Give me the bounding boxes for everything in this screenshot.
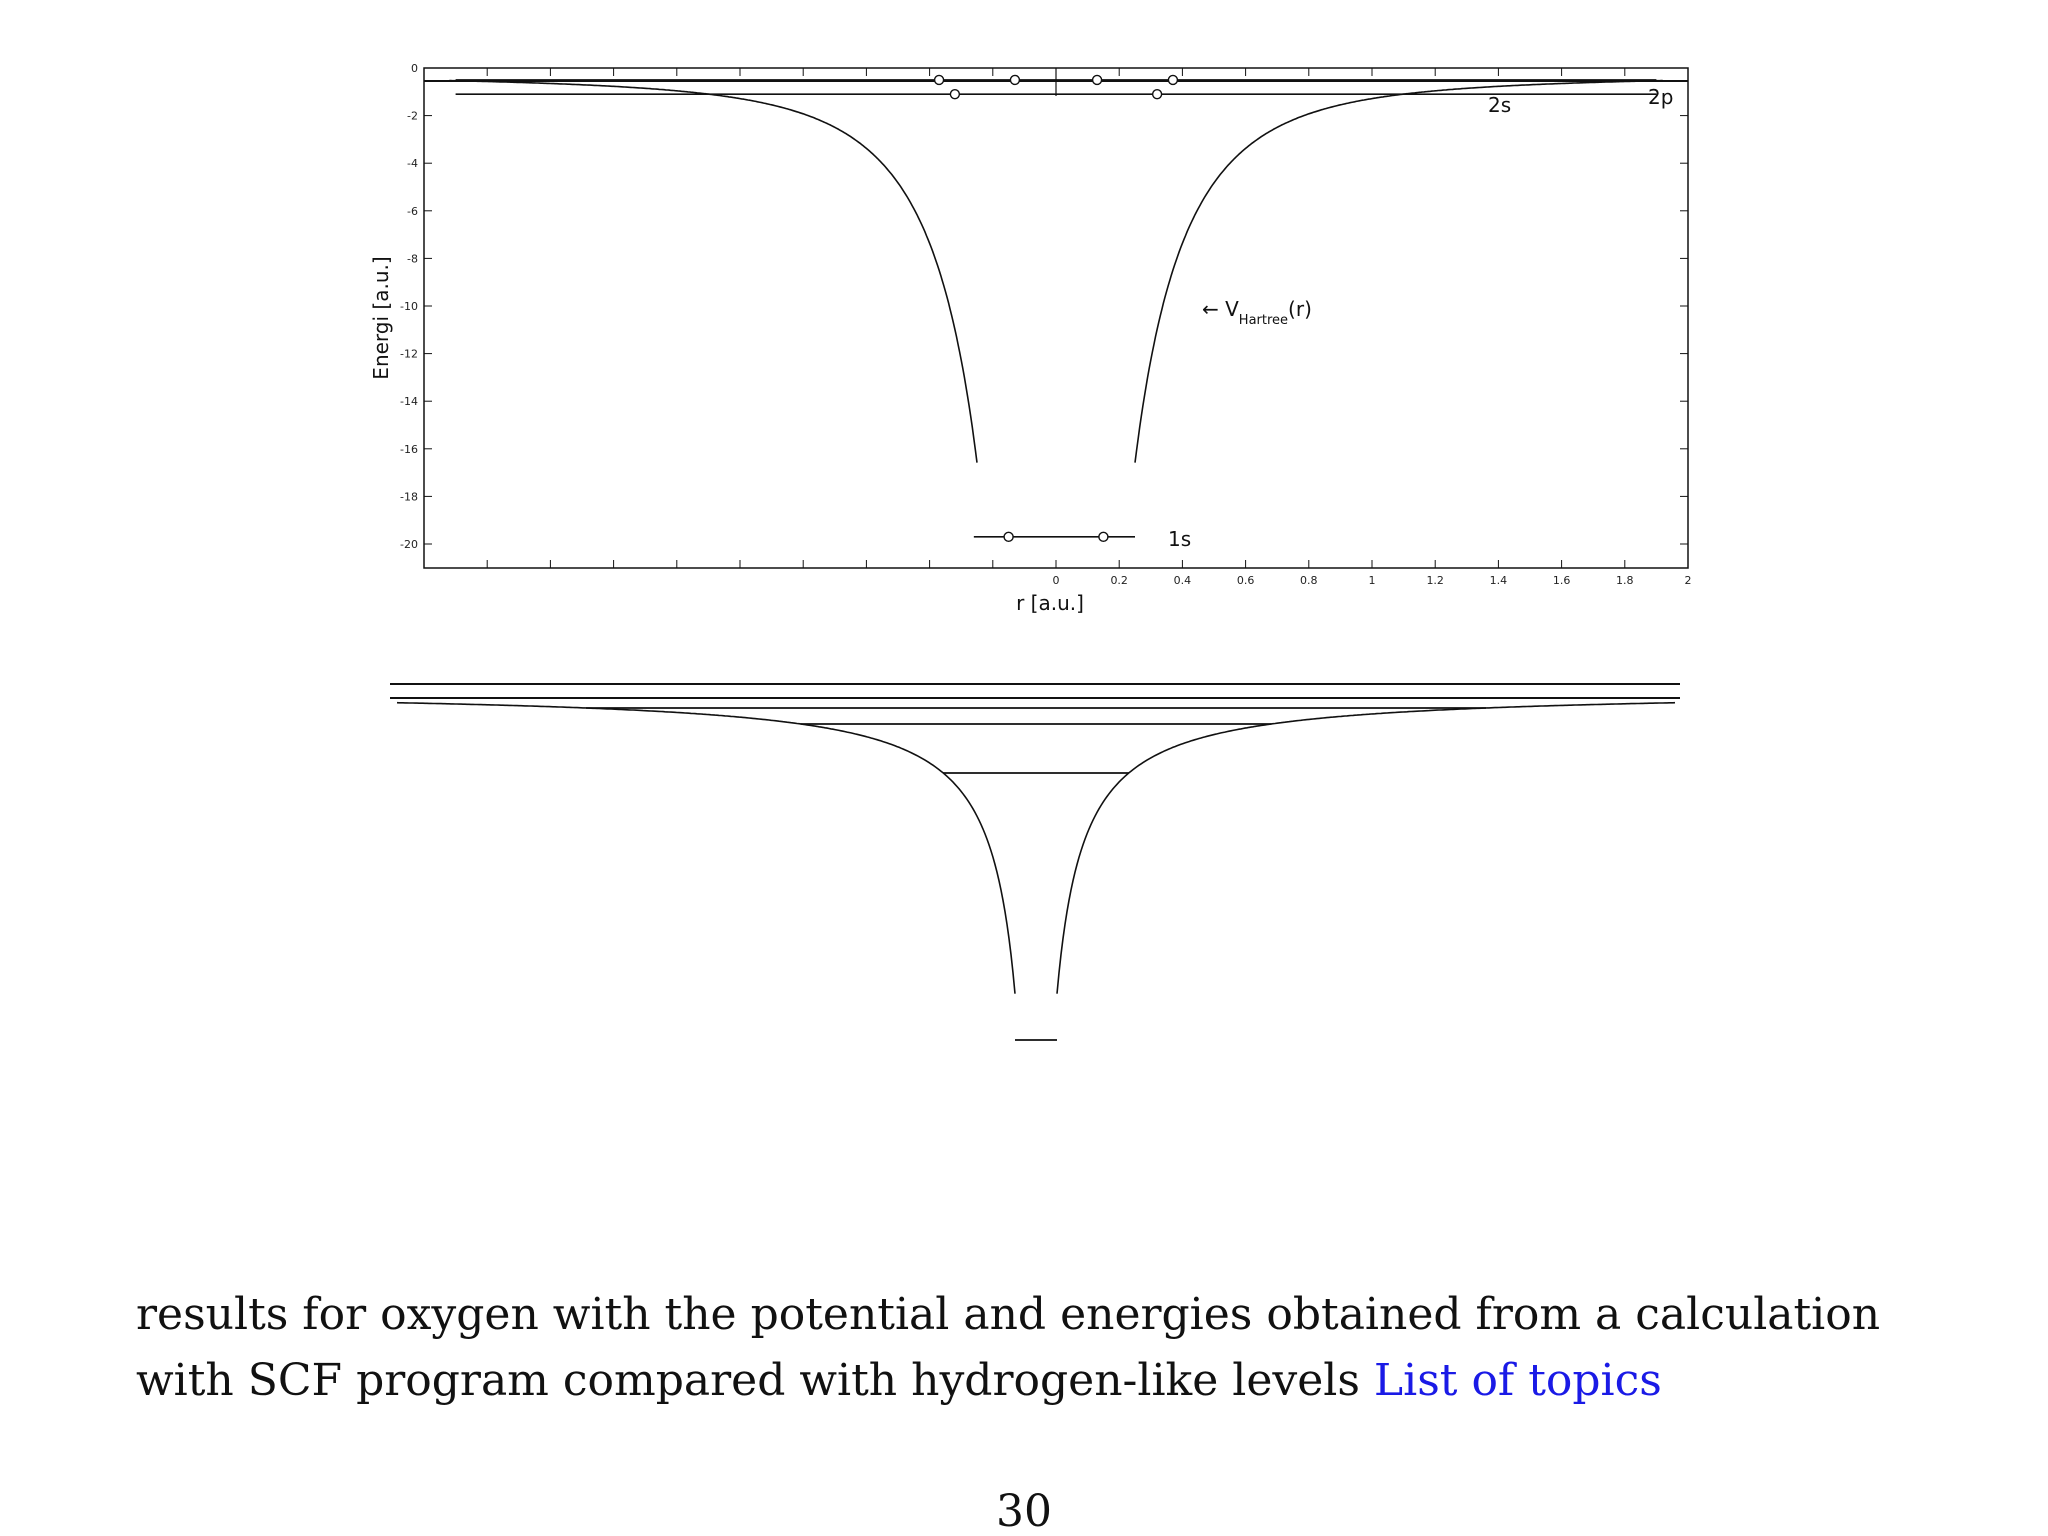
y-axis-label: Energi [a.u.] [369, 256, 393, 379]
y-tick-label: -6 [407, 205, 418, 218]
electron-2p [1009, 74, 1021, 86]
electron-2p [933, 74, 945, 86]
x-tick-label: 0.2 [1110, 574, 1128, 587]
caption-line2: with SCF program compared with hydrogen-… [136, 1355, 1360, 1406]
y-tick-label: -2 [407, 110, 418, 123]
electron-markers [933, 74, 1179, 543]
x-axis-label: r [a.u.] [1016, 591, 1084, 615]
hartree-potential-chart: 0 -2 -4 -6 -8 -10 -12 -14 -16 -18 -20 0 0.2 0.4 0.6 0.… [369, 62, 1692, 615]
hydrogen-curve-left [396, 701, 1016, 994]
x-tick-label: 1.6 [1553, 574, 1571, 587]
page-number: 30 [996, 1486, 1052, 1536]
figure: 0 -2 -4 -6 -8 -10 -12 -14 -16 -18 -20 0 0.2 0.4 0.6 0.… [369, 62, 1692, 1041]
y-tick-label: 0 [411, 62, 418, 75]
y-tick-label: -20 [400, 538, 418, 551]
potential-label-tail: (r) [1288, 297, 1312, 321]
y-tick-label: -18 [400, 490, 418, 503]
x-tick-label: 1.4 [1490, 574, 1508, 587]
x-tick-label: 1 [1369, 574, 1376, 587]
electron-2p [1091, 74, 1103, 86]
hydrogen-curve-right [1056, 701, 1676, 994]
potential-label-main: ← V [1202, 297, 1239, 321]
plot-frame [423, 67, 1689, 569]
x-tick-label: 1.2 [1426, 574, 1444, 587]
list-of-topics-link[interactable]: List of topics [1373, 1355, 1662, 1406]
electron-1s [1098, 531, 1109, 543]
potential-curve-left [449, 79, 978, 463]
y-tick-label: -16 [400, 443, 418, 456]
x-tick-label: 0.4 [1174, 574, 1192, 587]
x-tick-label: 1.8 [1616, 574, 1634, 587]
x-tick-label: 0.8 [1300, 574, 1318, 587]
electron-2p [1167, 74, 1179, 86]
figure-caption: results for oxygen with the potential an… [136, 1282, 1936, 1414]
x-tick-label: 0.6 [1237, 574, 1255, 587]
x-tick-label: 2 [1685, 574, 1692, 587]
level-label-2p: 2p [1648, 85, 1673, 109]
level-label-2s: 2s [1488, 93, 1511, 117]
level-label-1s: 1s [1168, 527, 1191, 551]
potential-label: ← VHartree(r) [1202, 297, 1312, 328]
x-tick-labels: 0 0.2 0.4 0.6 0.8 1 1.2 1.4 1.6 1.8 2 [1053, 574, 1692, 587]
y-tick-label: -14 [400, 395, 418, 408]
y-tick-label: -12 [400, 348, 418, 361]
electron-2s [1151, 88, 1163, 100]
electron-1s [1003, 531, 1014, 543]
y-tick-label: -8 [407, 252, 418, 265]
caption-line1: results for oxygen with the potential an… [136, 1289, 1881, 1340]
hydrogen-levels [586, 707, 1486, 1041]
potential-curve-right [1134, 79, 1663, 463]
potential-label-sub: Hartree [1239, 313, 1288, 328]
energy-levels [455, 79, 1657, 538]
y-tick-labels: 0 -2 -4 -6 -8 -10 -12 -14 -16 -18 -20 [400, 62, 418, 551]
hydrogen-like-levels-diagram [390, 683, 1680, 1041]
axis-ticks [423, 67, 1689, 568]
y-tick-label: -4 [407, 157, 418, 170]
y-tick-label: -10 [400, 300, 418, 313]
x-tick-label: 0 [1053, 574, 1060, 587]
electron-2s [949, 88, 961, 100]
